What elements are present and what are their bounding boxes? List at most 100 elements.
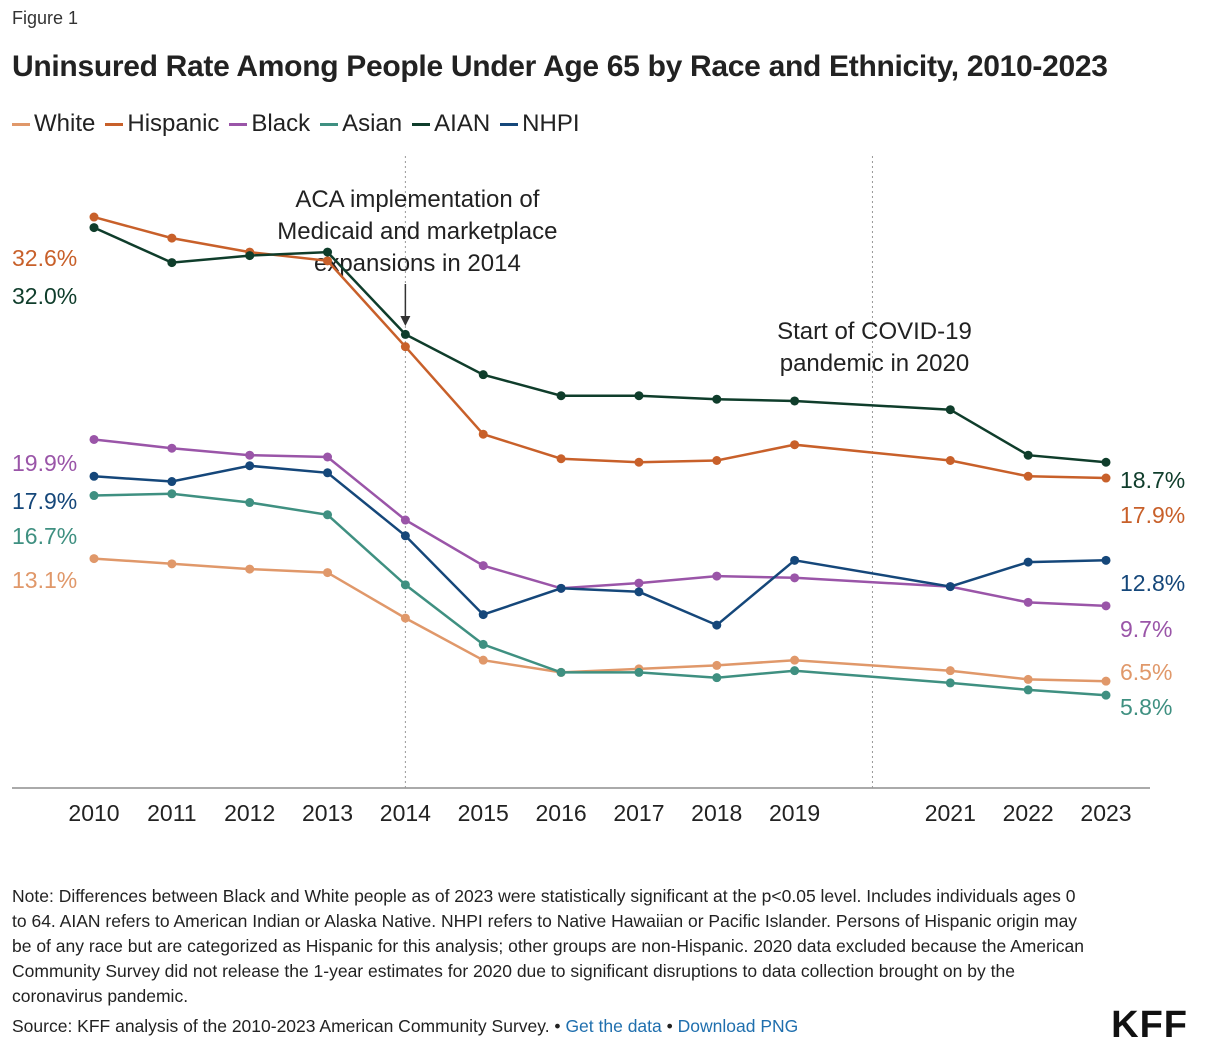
start-value-label: 13.1%	[12, 567, 77, 593]
data-point-hispanic	[167, 233, 177, 243]
data-point-white	[790, 655, 800, 665]
data-point-aian	[89, 223, 99, 233]
data-point-white	[323, 568, 333, 578]
data-point-nhpi	[1101, 555, 1111, 565]
data-point-black	[712, 571, 722, 581]
data-point-asian	[790, 666, 800, 676]
data-point-asian	[634, 667, 644, 677]
annotation-text: Start of COVID-19	[777, 318, 972, 345]
end-value-label: 17.9%	[1120, 502, 1185, 528]
x-tick-label: 2015	[458, 800, 509, 826]
annotation-text: ACA implementation of	[295, 186, 539, 213]
data-point-aian	[1101, 457, 1111, 467]
line-chart: 2010 2011 2012 2013 2014 2015 2016 2017 2018 2019…	[12, 156, 1185, 826]
data-point-black	[245, 450, 255, 460]
data-point-hispanic	[1101, 473, 1111, 483]
data-point-nhpi	[323, 468, 333, 478]
x-tick-label: 2017	[613, 800, 664, 826]
end-value-label: 12.8%	[1120, 570, 1185, 596]
legend-label: White	[34, 110, 96, 137]
x-tick-label: 2018	[691, 800, 742, 826]
data-point-aian	[323, 247, 333, 257]
data-point-nhpi	[245, 461, 255, 471]
data-point-white	[1023, 674, 1033, 684]
start-value-label: 19.9%	[12, 450, 77, 476]
legend-item-white: White	[12, 110, 95, 138]
data-point-asian	[1023, 685, 1033, 695]
data-point-nhpi	[634, 587, 644, 597]
data-point-nhpi	[1023, 557, 1033, 567]
legend-swatch	[12, 122, 30, 126]
data-point-black	[478, 561, 488, 571]
legend-swatch	[412, 122, 431, 126]
source-line: Source: KFF analysis of the 2010-2023 Am…	[12, 1016, 798, 1037]
legend-swatch	[320, 122, 339, 126]
data-point-hispanic	[1023, 471, 1033, 481]
download-png-link[interactable]: Download PNG	[677, 1016, 799, 1036]
data-point-aian	[245, 251, 255, 261]
data-point-aian	[1023, 450, 1033, 460]
data-point-white	[1101, 676, 1111, 686]
data-point-black	[1023, 597, 1033, 607]
data-point-nhpi	[556, 583, 566, 593]
series-line-white	[93, 557, 1107, 683]
data-point-hispanic	[478, 429, 488, 439]
x-tick-label: 2014	[380, 800, 431, 826]
annotation-text: expansions in 2014	[314, 250, 521, 277]
data-point-asian	[945, 678, 955, 688]
data-point-asian	[89, 491, 99, 501]
data-point-nhpi	[945, 582, 955, 592]
data-point-hispanic	[790, 440, 800, 450]
data-point-white	[478, 655, 488, 665]
data-point-white	[712, 660, 722, 670]
start-value-label: 17.9%	[12, 488, 77, 514]
data-point-white	[945, 666, 955, 676]
legend-swatch	[500, 122, 519, 126]
series-line-nhpi	[93, 464, 1107, 627]
source-text: Source: KFF analysis of the 2010-2023 Am…	[12, 1016, 561, 1036]
data-point-asian	[245, 498, 255, 508]
start-value-label: 32.0%	[12, 283, 77, 309]
data-point-nhpi	[89, 471, 99, 481]
data-point-nhpi	[400, 531, 410, 541]
end-value-label: 5.8%	[1120, 694, 1172, 720]
end-value-label: 6.5%	[1120, 659, 1172, 685]
legend-item-aian: AIAN	[412, 110, 490, 138]
kff-logo: KFF	[1111, 1004, 1188, 1046]
data-point-nhpi	[167, 477, 177, 487]
data-point-black	[323, 452, 333, 462]
chart-legend: White Hispanic Black Asian AIAN NHPI	[12, 110, 580, 138]
data-point-aian	[712, 394, 722, 404]
data-point-asian	[323, 510, 333, 520]
data-point-black	[400, 515, 410, 525]
data-point-white	[89, 554, 99, 564]
data-point-aian	[556, 391, 566, 401]
data-point-aian	[790, 396, 800, 406]
x-tick-label: 2011	[147, 800, 196, 826]
data-point-black	[167, 443, 177, 453]
data-point-asian	[167, 489, 177, 499]
data-point-aian	[945, 405, 955, 415]
data-point-aian	[478, 370, 488, 380]
data-point-hispanic	[712, 455, 722, 465]
data-point-asian	[712, 673, 722, 683]
x-tick-label: 2010	[68, 800, 119, 826]
legend-item-nhpi: NHPI	[500, 110, 580, 138]
legend-label: Black	[251, 110, 311, 137]
end-value-label: 9.7%	[1120, 616, 1172, 642]
data-point-asian	[400, 580, 410, 590]
x-tick-label: 2012	[224, 800, 275, 826]
x-tick-label: 2013	[302, 800, 353, 826]
data-point-hispanic	[556, 454, 566, 464]
end-value-label: 18.7%	[1120, 467, 1185, 493]
annotation-arrow-head	[400, 316, 411, 326]
legend-label: AIAN	[434, 110, 491, 137]
legend-label: NHPI	[522, 110, 580, 137]
annotation-text: pandemic in 2020	[780, 350, 969, 377]
data-point-black	[634, 578, 644, 588]
get-data-link[interactable]: Get the data	[565, 1016, 662, 1036]
data-point-white	[245, 564, 255, 574]
x-tick-label: 2022	[1003, 800, 1054, 826]
source-separator: •	[666, 1016, 673, 1036]
legend-swatch	[105, 122, 124, 126]
